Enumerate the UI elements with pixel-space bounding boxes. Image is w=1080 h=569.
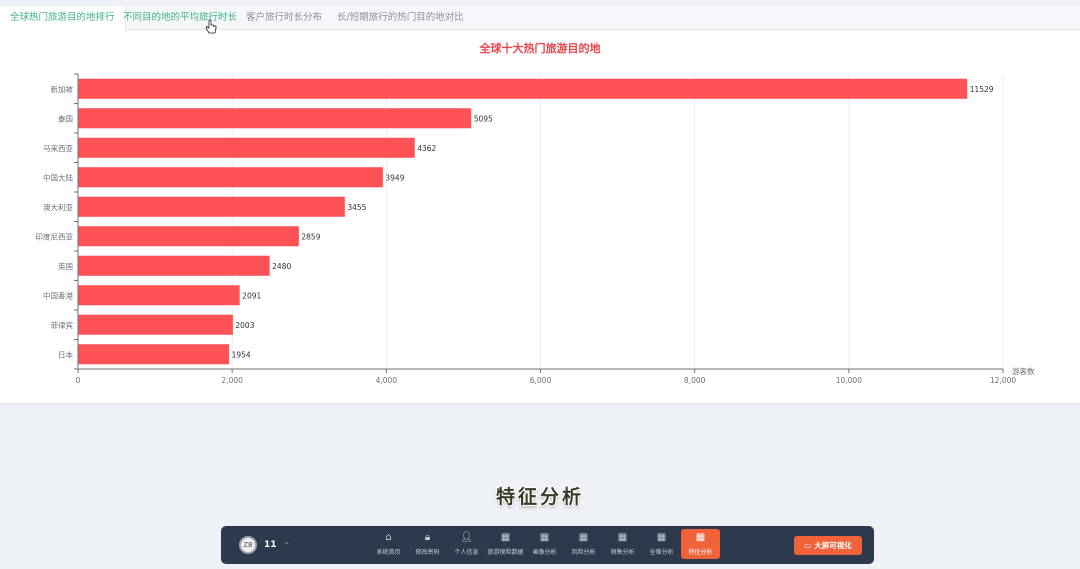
dock-item-label: 销售分析 xyxy=(610,549,635,556)
chart-title: 全球十大热门旅游目的地 xyxy=(479,42,601,55)
dock-item-2[interactable]: 🔒︎ 修改密码 xyxy=(408,529,447,559)
tab-bar: 全球热门旅游目的地排行 不同目的地的平均旅行时长 客户旅行时长分布 长/短期旅行… xyxy=(0,6,1080,31)
y-tick-label: 印度尼西亚 xyxy=(36,231,74,241)
dock-item-label: 系统首页 xyxy=(376,549,401,556)
dock-item-9[interactable]: ▦ 特征分析 xyxy=(681,529,720,559)
bar-value-label: 11529 xyxy=(970,85,994,94)
dock-item-1[interactable]: ⌂ 系统首页 xyxy=(369,529,408,559)
y-tick-label: 英国 xyxy=(58,261,73,271)
y-tick-label: 中国大陆 xyxy=(43,172,73,182)
grid-icon: ▦ xyxy=(656,532,667,543)
chevron-up-icon[interactable]: ⌃ xyxy=(283,540,291,550)
bar-value-label: 3455 xyxy=(347,203,366,212)
x-tick-label: 8,000 xyxy=(684,376,706,385)
tab-top-destinations[interactable]: 全球热门旅游目的地排行 xyxy=(0,6,126,31)
bar-value-label: 4362 xyxy=(417,144,436,153)
bar xyxy=(78,108,472,129)
y-tick-label: 中国香港 xyxy=(43,290,73,300)
monitor-icon: ▭ xyxy=(804,541,812,550)
x-tick-label: 12,000 xyxy=(990,376,1016,385)
dock-item-4[interactable]: ▦ 旅游保险数据 xyxy=(486,529,525,559)
bar xyxy=(78,255,270,276)
bar xyxy=(78,314,233,335)
dock-item-6[interactable]: ▦ 风险分析 xyxy=(564,529,603,559)
x-tick-label: 0 xyxy=(76,376,81,385)
lock-icon: 🔒︎ xyxy=(424,532,431,543)
user-icon: 👤︎ xyxy=(460,532,473,543)
tab-long-short-compare[interactable]: 长/短期旅行的热门目的地对比 xyxy=(337,12,464,23)
grid-icon: ▦ xyxy=(578,532,589,543)
x-tick-label: 6,000 xyxy=(530,376,552,385)
bar-value-label: 2480 xyxy=(272,262,291,271)
dock-item-label: 个人信息 xyxy=(454,549,479,556)
dock-item-label: 修改密码 xyxy=(415,549,440,556)
bar xyxy=(78,196,345,217)
bar xyxy=(78,344,230,365)
bigscreen-label: 大屏可视化 xyxy=(814,541,852,550)
bigscreen-button[interactable]: ▭ 大屏可视化 xyxy=(794,536,862,555)
y-tick-label: 菲律宾 xyxy=(51,320,74,330)
grid-icon: ▦ xyxy=(539,532,550,543)
dock-item-7[interactable]: ▦ 销售分析 xyxy=(603,529,642,559)
avatar[interactable]: ZB xyxy=(239,536,257,554)
bar-value-label: 3949 xyxy=(385,173,404,182)
x-tick-label: 2,000 xyxy=(221,376,243,385)
grid-icon: ▦ xyxy=(695,532,706,543)
mouse-cursor-icon xyxy=(205,19,217,34)
user-number: 11 xyxy=(264,540,277,550)
bar xyxy=(78,137,415,158)
user-menu[interactable]: ZB 11 ⌃ xyxy=(239,534,290,556)
dock-item-3[interactable]: 👤︎ 个人信息 xyxy=(447,529,486,559)
x-tick-label: 4,000 xyxy=(376,376,398,385)
bottom-dock: ZB 11 ⌃ ⌂ 系统首页 🔒︎ 修改密码 👤︎ 个人信息 ▦ 旅游保险数据 ▦ 画像分析 ▦ 风险… xyxy=(221,526,874,564)
y-tick-label: 马来西亚 xyxy=(43,144,73,153)
bar-value-label: 2091 xyxy=(242,291,261,300)
y-tick-label: 泰国 xyxy=(58,113,73,123)
tab-avg-trip-duration[interactable]: 不同目的地的平均旅行时长 xyxy=(123,12,238,23)
y-tick-label: 澳大利亚 xyxy=(43,202,73,212)
bar-value-label: 2003 xyxy=(235,321,254,330)
bar-value-label: 5095 xyxy=(474,114,493,123)
dock-item-8[interactable]: ▦ 全维分析 xyxy=(642,529,681,559)
dock-nav: ⌂ 系统首页 🔒︎ 修改密码 👤︎ 个人信息 ▦ 旅游保险数据 ▦ 画像分析 ▦ 风险分析 ▦ 销售分析 ▦… xyxy=(369,529,720,561)
tab-duration-distribution[interactable]: 客户旅行时长分布 xyxy=(246,12,323,23)
bar xyxy=(78,285,240,306)
grid-icon: ▦ xyxy=(617,532,628,543)
video-caption: 特征分析 xyxy=(495,486,584,508)
y-tick-label: 新加坡 xyxy=(51,84,74,94)
dock-item-label: 旅游保险数据 xyxy=(487,549,524,556)
dock-item-5[interactable]: ▦ 画像分析 xyxy=(525,529,564,559)
dock-item-label: 风险分析 xyxy=(571,549,596,556)
bar-value-label: 1954 xyxy=(232,350,251,359)
y-tick-label: 日本 xyxy=(58,349,73,359)
home-icon: ⌂ xyxy=(385,532,392,543)
dock-item-label: 全维分析 xyxy=(649,549,674,556)
bar xyxy=(78,167,383,188)
bar xyxy=(78,78,968,99)
grid-icon: ▦ xyxy=(500,532,511,543)
x-axis-label: 游客数 xyxy=(1012,366,1035,376)
bar-value-label: 2859 xyxy=(301,232,320,241)
bar xyxy=(78,226,299,247)
x-tick-label: 10,000 xyxy=(836,376,862,385)
dock-item-label: 画像分析 xyxy=(532,549,557,556)
dock-item-label: 特征分析 xyxy=(688,549,713,556)
